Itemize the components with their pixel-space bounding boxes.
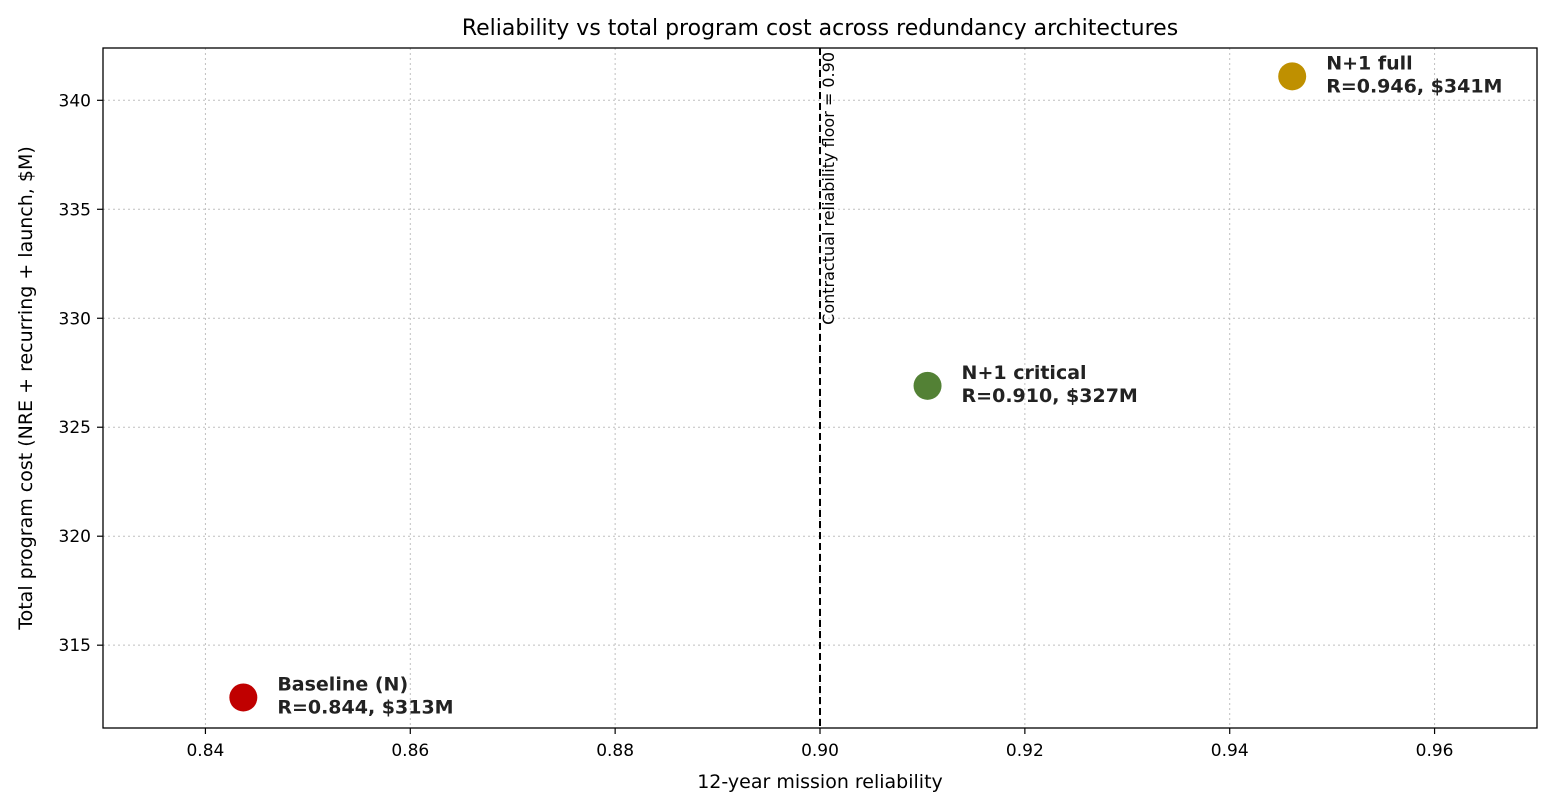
data-point	[229, 683, 258, 712]
point-label-name: N+1 full	[1326, 52, 1412, 74]
y-tick-label: 330	[59, 309, 91, 329]
point-label-detail: R=0.844, $313M	[277, 696, 453, 718]
x-tick-label: 0.88	[596, 741, 634, 761]
x-tick-label: 0.86	[391, 741, 429, 761]
reliability-floor-label: Contractual reliability floor = 0.90	[819, 52, 838, 325]
x-tick-label: 0.96	[1416, 741, 1454, 761]
x-tick-label: 0.92	[1006, 741, 1044, 761]
point-label-name: N+1 critical	[962, 362, 1087, 384]
chart-title: Reliability vs total program cost across…	[462, 16, 1178, 41]
y-tick-label: 315	[59, 636, 91, 656]
point-label-detail: R=0.946, $341M	[1326, 75, 1502, 97]
x-tick-label: 0.90	[801, 741, 839, 761]
data-point	[913, 371, 942, 400]
point-label-name: Baseline (N)	[277, 673, 408, 695]
y-tick-label: 325	[59, 418, 91, 438]
axes: 0.84 0.86 0.88 0.90 0.92 0.94 0.96 315 320 325 330…	[59, 47, 1538, 761]
y-tick-label: 320	[59, 527, 91, 547]
reference-line-group: Contractual reliability floor = 0.90	[819, 48, 838, 728]
point-label-detail: R=0.910, $327M	[962, 385, 1138, 407]
x-tick-label: 0.94	[1211, 741, 1249, 761]
x-tick-label: 0.84	[186, 741, 224, 761]
y-tick-label: 335	[59, 200, 91, 220]
y-axis-label: Total program cost (NRE + recurring + la…	[15, 146, 37, 631]
x-axis-label: 12-year mission reliability	[697, 771, 943, 793]
data-point	[1278, 62, 1307, 91]
y-tick-label: 340	[59, 91, 91, 111]
